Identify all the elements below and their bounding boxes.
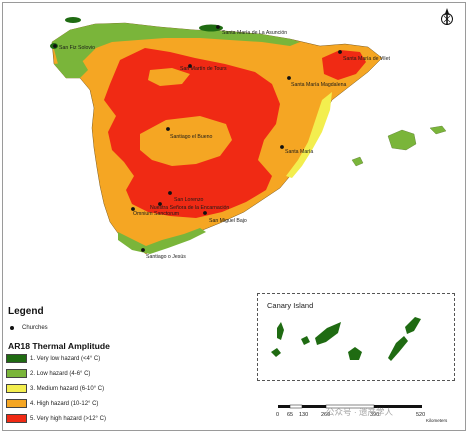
church-marker — [141, 248, 145, 252]
church-marker — [280, 145, 284, 149]
legend-title: Legend — [8, 306, 44, 317]
scale-tick-label: 390 — [370, 412, 379, 418]
legend-class-label: 1. Very low hazard (<4° C) — [30, 355, 101, 362]
canary-island-la-gomera — [301, 336, 310, 345]
north-coast-low-hazard-zone — [52, 23, 300, 70]
legend-swatch — [6, 384, 27, 393]
label-san-fiz-solovio: San Fiz Solovio — [59, 45, 95, 51]
scale-unit-label: Kilometers — [426, 418, 448, 423]
canary-island-el-hierro — [271, 348, 281, 357]
legend-class-row: 5. Very high hazard (>12° C) — [6, 414, 106, 423]
legend-swatch — [6, 369, 27, 378]
church-marker — [287, 76, 291, 80]
church-marker — [158, 202, 162, 206]
very-low-hazard-spot-northwest — [65, 17, 81, 23]
legend-class-label: 3. Medium hazard (6-10° C) — [30, 385, 105, 392]
label-san-martin-de-tours: San Martín de Tours — [180, 66, 227, 72]
legend-swatch — [6, 399, 27, 408]
church-marker — [168, 191, 172, 195]
ibiza-island — [351, 156, 364, 167]
legend-class-label: 2. Low hazard (4-6° C) — [30, 370, 91, 377]
legend-class-row: 4. High hazard (10-12° C) — [6, 399, 98, 408]
scale-bar: 0 65 130 260 390 520 Kilometers — [276, 404, 448, 423]
legend-subtitle: AR18 Thermal Amplitude — [8, 341, 110, 351]
label-santa-maria-de-vilet: Santa María de Vilet — [343, 56, 390, 62]
north-high-hazard-island — [148, 68, 190, 86]
central-high-hazard-island — [140, 116, 232, 166]
scale-tick-label: 65 — [287, 412, 293, 418]
label-san-miguel-bajo: San Miguel Bajo — [209, 218, 247, 224]
legend-churches-row: Churches — [10, 325, 48, 331]
scale-tick-label: 520 — [416, 412, 425, 418]
legend-class-row: 1. Very low hazard (<4° C) — [6, 354, 100, 363]
legend-class-row: 3. Medium hazard (6-10° C) — [6, 384, 104, 393]
label-santa-maria-magdalena: Santa María Magdalena — [291, 82, 346, 88]
legend-swatch — [6, 354, 27, 363]
label-santiago-o-jesus: Santiago o Jesús — [146, 254, 186, 260]
scale-tick-label: 130 — [299, 412, 308, 418]
legend-class-label: 4. High hazard (10-12° C) — [30, 400, 99, 407]
label-nuestra-senora-de-la-encarnacion: Nuestra Señora de la Encarnación — [150, 205, 229, 211]
label-santiago-el-bueno: Santiago el Bueno — [170, 134, 213, 140]
northwest-low-hazard-zone — [54, 60, 88, 78]
northeast-very-high-hazard-zone — [322, 50, 366, 80]
east-coast-medium-hazard-zone — [286, 92, 332, 178]
legend-swatch — [6, 414, 27, 423]
church-marker — [203, 211, 207, 215]
scale-tick-label: 0 — [276, 412, 279, 418]
canary-island-gran-canaria — [348, 347, 362, 360]
canary-islands — [271, 317, 421, 361]
church-marker — [216, 25, 220, 29]
church-marker — [166, 127, 170, 131]
church-marker — [188, 64, 192, 68]
south-coast-low-hazard-zone — [118, 228, 206, 254]
scale-tick-label: 260 — [321, 412, 330, 418]
mallorca-island — [387, 129, 417, 151]
church-marker — [338, 50, 342, 54]
church-marker — [53, 44, 57, 48]
menorca-island — [429, 125, 447, 135]
canary-island-tenerife — [315, 322, 341, 345]
legend-churches-label: Churches — [22, 325, 48, 331]
church-dot-icon — [10, 326, 14, 330]
legend-class-row: 2. Low hazard (4-6° C) — [6, 369, 90, 378]
label-san-lorenzo: San Lorenzo — [174, 197, 204, 203]
watermark-text: 公众号 · 遗产学人 — [326, 407, 394, 417]
inset-title: Canary Island — [267, 301, 314, 310]
canary-island-la-palma — [277, 322, 284, 340]
label-santa-maria: Santa María — [285, 149, 313, 155]
canary-islands-inset: Canary Island — [257, 293, 455, 381]
north-arrow-icon — [441, 8, 453, 25]
label-santa-maria-de-la-asuncion: Santa María de La Asunción — [222, 30, 287, 36]
label-omnium-sanctorum: Omnium Sanctorum — [133, 211, 179, 217]
legend-class-label: 5. Very high hazard (>12° C) — [30, 415, 106, 422]
canary-island-lanzarote — [405, 317, 421, 334]
church-marker — [131, 207, 135, 211]
canary-island-fuerteventura — [388, 336, 408, 361]
